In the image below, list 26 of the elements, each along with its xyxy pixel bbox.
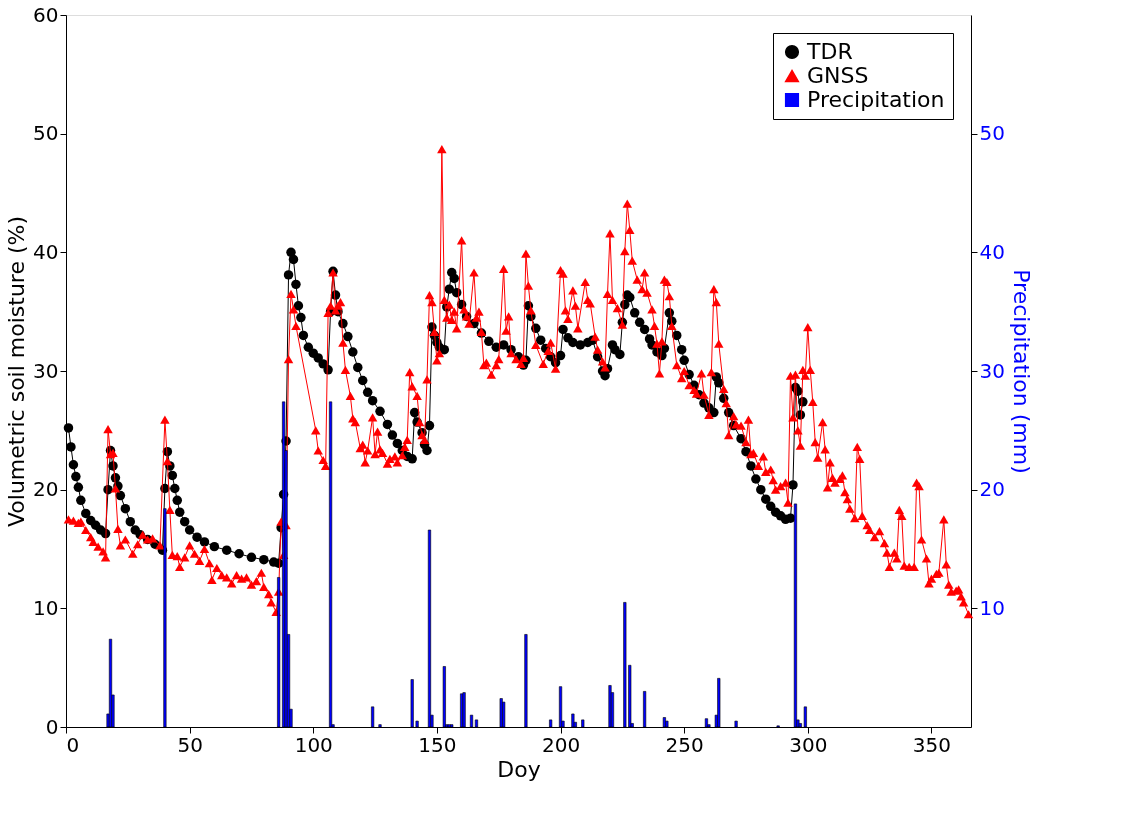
y-tick-label: 60 xyxy=(33,2,59,27)
y2-axis-title: Precipitation (mm) xyxy=(1008,269,1034,474)
x-tick-label: 0 xyxy=(66,732,80,757)
legend-label: TDR xyxy=(806,39,853,64)
y2-tick-label: 50 xyxy=(979,121,1005,146)
y2-tick-label: 30 xyxy=(979,358,1005,383)
y2-tick-label: 20 xyxy=(979,477,1005,502)
legend-label: Precipitation xyxy=(807,87,945,112)
x-tick-label: 200 xyxy=(541,732,581,757)
x-axis-title: Doy xyxy=(497,756,541,782)
y-tick-label: 40 xyxy=(33,239,59,264)
legend-label: GNSS xyxy=(807,63,869,88)
x-tick-label: 50 xyxy=(177,732,203,757)
x-tick-label: 350 xyxy=(912,732,952,757)
x-tick-label: 250 xyxy=(665,732,704,757)
x-tick-label: 150 xyxy=(418,732,457,757)
y-tick-label: 10 xyxy=(33,595,59,620)
x-tick-label: 300 xyxy=(789,732,828,757)
y-axis-title: Volumetric soil moisture (%) xyxy=(4,215,30,528)
y-tick-label: 50 xyxy=(33,121,59,146)
y-tick-label: 20 xyxy=(33,477,59,502)
y-tick-label: 0 xyxy=(45,714,59,739)
y-tick-label: 30 xyxy=(33,358,59,383)
y2-tick-label: 40 xyxy=(979,239,1005,264)
y2-tick-label: 10 xyxy=(979,595,1005,620)
x-tick-label: 100 xyxy=(294,732,333,757)
